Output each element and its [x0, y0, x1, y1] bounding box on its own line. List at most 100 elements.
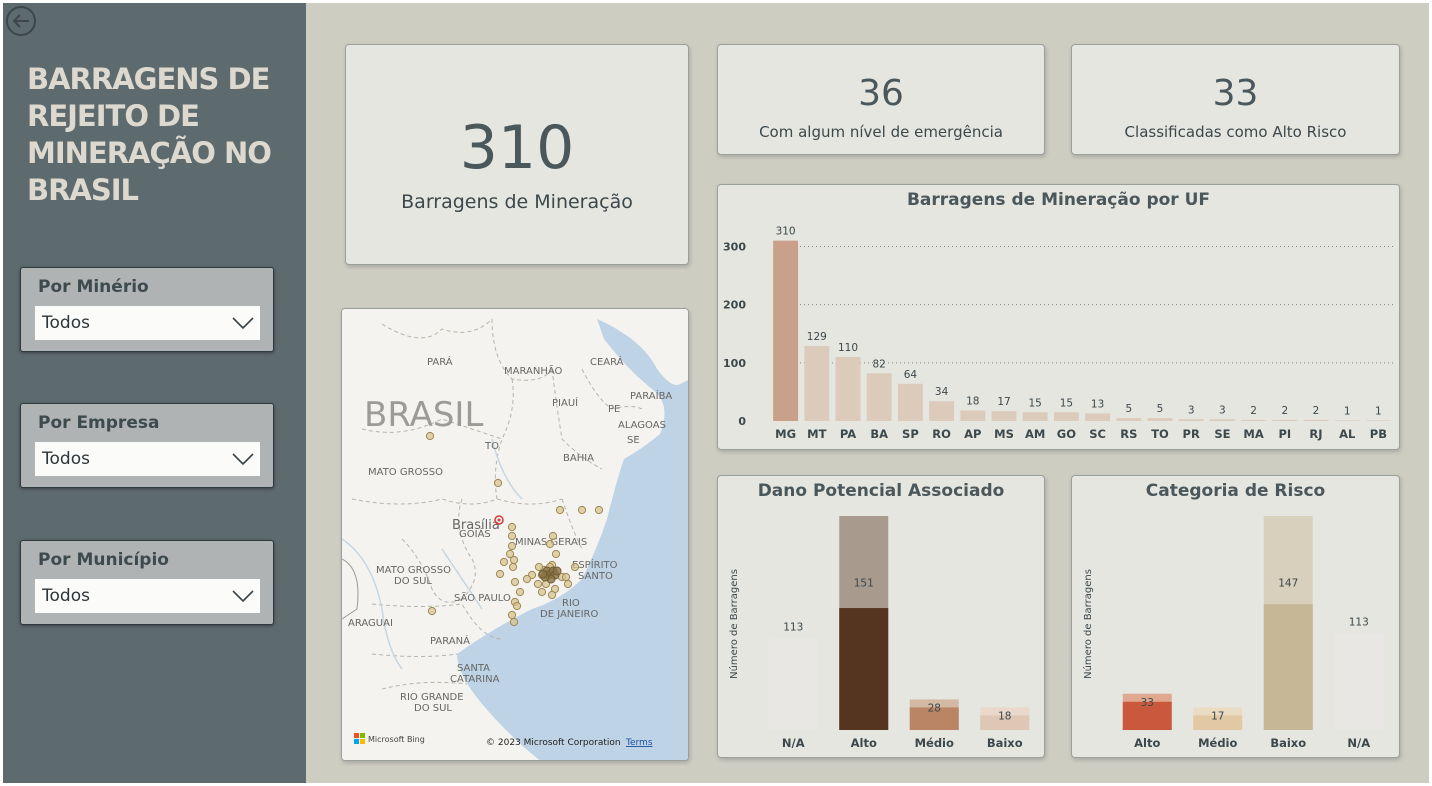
title-line: BARRAGENS DE — [27, 62, 270, 96]
map-country-label: BRASIL — [364, 395, 483, 435]
kpi-highrisk-label: Classificadas como Alto Risco — [1124, 123, 1347, 141]
x-tick-label: SP — [902, 427, 919, 441]
map-canvas[interactable]: PARÁ MARANHÃO CEARÁ PIAUÍ PE PARAÍBA ALA… — [342, 309, 689, 761]
data-label: 2 — [1250, 405, 1257, 417]
bar — [866, 373, 892, 421]
back-arrow-icon[interactable] — [5, 5, 37, 37]
data-label: 28 — [928, 702, 941, 714]
chevron-down-icon — [232, 317, 254, 330]
bar — [909, 707, 959, 730]
x-tick-label: RS — [1120, 427, 1137, 441]
capital-marker — [494, 515, 504, 525]
data-label: 13 — [1091, 398, 1104, 410]
bar — [929, 401, 955, 421]
slicer-minerio: Por Minério Todos — [20, 267, 274, 352]
dam-point — [552, 566, 562, 576]
x-tick-label: PR — [1183, 427, 1200, 441]
map-label: SANTO — [578, 571, 613, 582]
map-label: GOIÁS — [459, 527, 491, 540]
x-tick-label: SC — [1089, 427, 1106, 441]
chevron-down-icon — [232, 590, 254, 603]
dam-point — [508, 562, 518, 572]
bar — [1178, 419, 1204, 421]
data-label: 17 — [997, 396, 1010, 408]
x-tick-label: Médio — [1198, 736, 1237, 750]
data-label: 1 — [1344, 405, 1351, 417]
empresa-dropdown[interactable]: Todos — [35, 442, 260, 476]
bar — [1334, 633, 1384, 730]
chart-title: Categoria de Risco — [1145, 481, 1326, 501]
kpi-emergency-value: 36 — [858, 73, 904, 114]
bar — [980, 715, 1030, 730]
bar — [1303, 419, 1329, 421]
bar — [897, 383, 923, 421]
dropdown-value: Todos — [42, 586, 90, 606]
chart-title: Dano Potencial Associado — [757, 481, 1005, 501]
risco-bar-chart: Número de Barragens 33 Alto 17 Médio 147 Baixo… — [1082, 516, 1384, 750]
x-tick-label: Alto — [851, 736, 877, 750]
bar — [991, 411, 1017, 421]
dam-point — [551, 549, 561, 559]
data-label: 82 — [873, 358, 886, 370]
dam-point — [509, 617, 519, 627]
bar — [1193, 715, 1243, 730]
data-label: 110 — [838, 342, 858, 354]
y-tick-label: 0 — [738, 415, 746, 428]
data-label: 17 — [1211, 710, 1224, 722]
data-label: 3 — [1188, 404, 1195, 416]
map-label: DO SUL — [394, 576, 432, 587]
map-visual[interactable]: PARÁ MARANHÃO CEARÁ PIAUÍ PE PARAÍBA ALA… — [341, 308, 689, 761]
municipio-dropdown[interactable]: Todos — [35, 579, 260, 613]
title-line: MINERAÇÃO NO — [27, 136, 272, 170]
y-axis-label: Número de Barragens — [728, 569, 740, 679]
kpi-total-card: 310 Barragens de Mineração — [345, 44, 689, 265]
dam-point — [425, 431, 435, 441]
x-tick-label: PA — [840, 427, 856, 441]
map-label: ARAGUAI — [348, 618, 393, 629]
dam-points[interactable] — [425, 431, 604, 627]
x-tick-label: GO — [1057, 427, 1076, 441]
dam-point — [577, 505, 587, 515]
x-tick-label: AL — [1339, 427, 1356, 441]
x-tick-label: Baixo — [987, 736, 1023, 750]
slicer-label: Por Município — [38, 550, 169, 570]
data-label: 2 — [1313, 405, 1320, 417]
x-tick-label: BA — [870, 427, 888, 441]
data-label: 33 — [1141, 697, 1154, 709]
dam-point — [545, 539, 555, 549]
dam-point — [561, 572, 571, 582]
kpi-emergency-card: 36 Com algum nível de emergência — [717, 44, 1045, 155]
dam-point — [570, 562, 580, 572]
data-label: 15 — [1029, 397, 1042, 409]
map-label: CATARINA — [450, 674, 500, 685]
bar — [1053, 412, 1079, 421]
bing-label: Microsoft Bing — [368, 735, 425, 744]
chart-title: Barragens de Mineração por UF — [906, 190, 1211, 210]
data-label: 18 — [998, 710, 1011, 722]
bar — [839, 608, 889, 730]
x-tick-label: AM — [1025, 427, 1045, 441]
x-tick-label: Alto — [1134, 736, 1160, 750]
data-label: 147 — [1278, 578, 1298, 590]
bar — [1334, 420, 1360, 421]
dam-point — [515, 587, 525, 597]
data-label: 113 — [783, 622, 803, 634]
minerio-dropdown[interactable]: Todos — [35, 306, 260, 340]
bar — [1263, 604, 1313, 730]
x-tick-label: AP — [964, 427, 981, 441]
map-label: PARAÍBA — [630, 389, 672, 402]
data-label: 151 — [854, 578, 874, 590]
dam-point — [495, 569, 505, 579]
x-tick-label: TO — [1151, 427, 1169, 441]
bar — [1147, 418, 1173, 421]
x-tick-label: Médio — [915, 736, 954, 750]
data-label: 5 — [1157, 403, 1164, 415]
microsoft-logo-icon — [354, 733, 365, 744]
dam-point — [493, 478, 503, 488]
map-label: DE JANEIRO — [540, 609, 599, 620]
map-terms-link[interactable]: Terms — [625, 738, 653, 748]
bar — [768, 638, 818, 730]
data-label: 310 — [776, 226, 796, 238]
bar — [1085, 413, 1111, 421]
sidebar: BARRAGENS DE REJEITO DE MINERAÇÃO NO BRA… — [3, 3, 306, 783]
